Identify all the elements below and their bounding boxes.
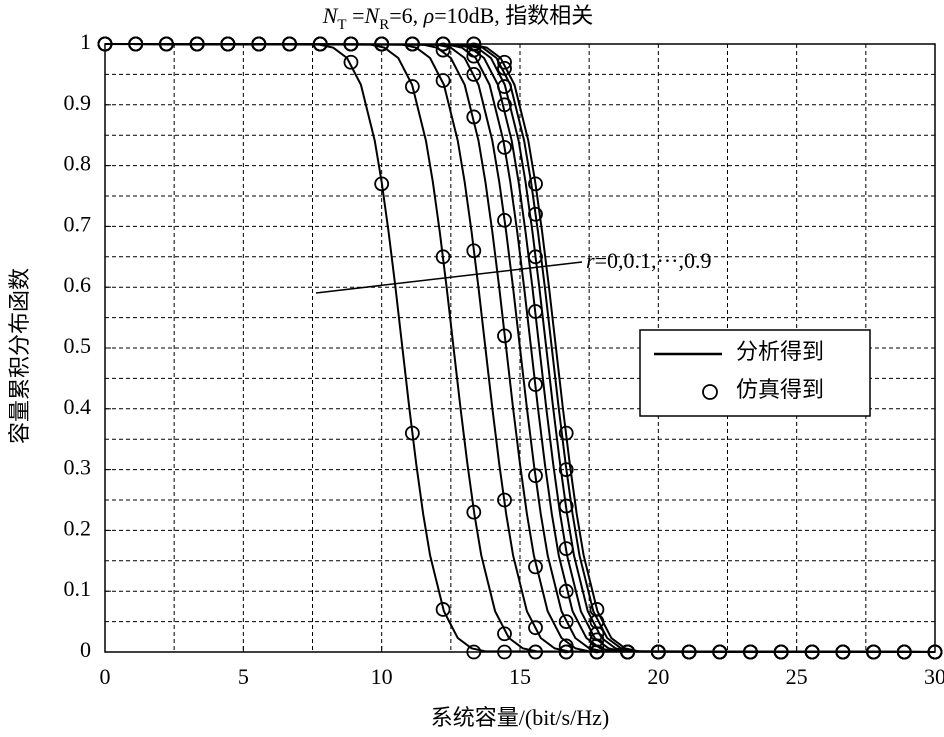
simulated-point [466,67,482,82]
y-tick-label: 0.9 [64,90,92,115]
simulated-point [528,468,543,484]
simulated-point [466,504,482,520]
analytic-curve [104,43,936,653]
simulated-point [497,328,512,344]
x-tick-label: 25 [786,664,808,689]
simulated-point [497,139,512,155]
x-axis-label: 系统容量/(bit/s/Hz) [431,705,609,730]
simulated-point [404,79,420,94]
x-tick-label: 20 [647,664,669,689]
simulated-point [497,60,512,76]
y-tick-label: 0.2 [64,515,92,540]
annotation-part: r [586,248,595,273]
legend-marker [702,384,718,400]
simulated-point [558,583,574,599]
simulated-point [435,249,451,265]
simulated-point [343,54,359,70]
simulated-point [528,176,543,192]
title-part: R [379,17,389,33]
simulated-point [435,73,451,88]
simulated-point [374,176,390,192]
simulated-point [558,462,574,478]
x-tick-label: 5 [238,664,249,689]
title-part: N [364,3,381,28]
title-part: ρ [423,3,435,28]
title-part: N [322,3,339,28]
simulated-point [528,620,543,636]
y-tick-label: 0.1 [64,576,92,601]
simulated-point [404,425,420,441]
y-tick-label: 0.6 [64,272,92,297]
simulated-point [589,602,605,617]
annotation-line [315,261,583,294]
y-tick-label: 1 [80,29,91,54]
annotation: r=0,0.1,···,0.9 [586,248,711,273]
x-tick-label: 30 [924,664,944,689]
x-tick-label: 15 [509,664,531,689]
simulated-point [497,212,512,228]
simulated-point [528,206,543,222]
simulated-point [466,109,482,125]
y-tick-label: 0.5 [64,333,92,358]
simulated-point [528,377,543,392]
simulated-point [558,498,574,514]
simulated-point [589,632,605,648]
title-part: =10dB, 指数相关 [434,3,593,28]
analytic-curve [104,43,936,653]
analytic-curve [104,43,936,653]
y-tick-label: 0 [80,637,91,662]
simulated-point [497,492,512,508]
simulated-point [558,614,574,629]
title-part: = [347,3,365,28]
simulated-point [435,602,451,617]
simulated-point [497,626,512,642]
title-part: =6, [389,3,423,28]
simulated-point [528,304,543,319]
y-axis-label: 容量累积分布函数 [7,268,32,444]
chart-title: NT =NR=6, ρ=10dB, 指数相关 [322,3,594,33]
y-tick-label: 0.4 [64,394,92,419]
title-part: T [337,17,346,33]
y-tick-label: 0.7 [64,211,92,236]
simulated-point [497,79,512,94]
legend-label: 仿真得到 [736,377,824,402]
simulated-point [558,541,574,557]
simulated-point [497,54,512,70]
y-tick-label: 0.8 [64,151,92,176]
simulated-point [528,559,543,575]
simulated-point [497,97,512,113]
legend-label: 分析得到 [736,339,824,364]
simulated-point [466,243,482,259]
legend-box [639,329,871,417]
annotation-part: =0,0.1,···,0.9 [595,248,712,273]
simulated-point [528,249,543,265]
analytic-curve [104,43,936,653]
y-tick-label: 0.3 [64,455,92,480]
x-tick-label: 10 [371,664,393,689]
analytic-curve [104,43,936,653]
analytic-curve [104,43,936,653]
x-tick-label: 0 [100,664,111,689]
simulated-point [558,425,574,441]
